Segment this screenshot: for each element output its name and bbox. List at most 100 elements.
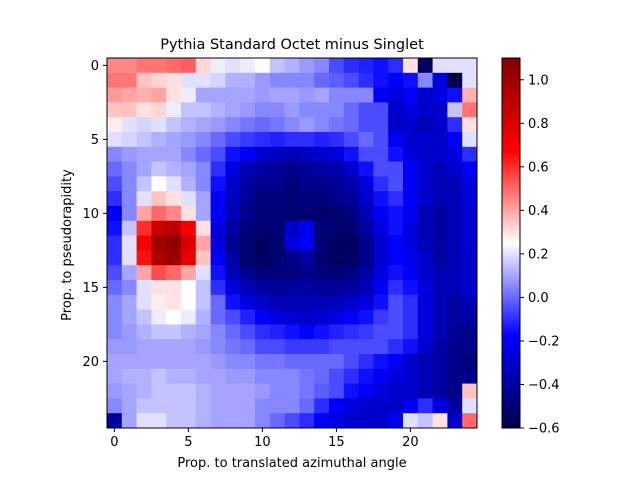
heatmap-cell (329, 87, 345, 103)
heatmap-cell (417, 339, 433, 355)
heatmap-cell (447, 339, 463, 355)
heatmap-cell (373, 220, 389, 236)
heatmap-cell (151, 132, 167, 148)
heatmap-cell (417, 191, 433, 207)
heatmap-cell (255, 250, 271, 266)
heatmap-cell (255, 161, 271, 177)
heatmap-cell (403, 354, 419, 370)
heatmap-cell (225, 146, 241, 162)
heatmap-cell (299, 206, 315, 222)
heatmap-cell (240, 413, 256, 429)
heatmap-cell (284, 324, 300, 340)
heatmap-cell (432, 324, 448, 340)
heatmap-cell (462, 413, 478, 429)
heatmap-cell (181, 309, 197, 325)
heatmap-cell (195, 354, 211, 370)
heatmap-cell (417, 206, 433, 222)
heatmap-cell (284, 102, 300, 118)
heatmap-cell (136, 146, 152, 162)
heatmap-cell (373, 294, 389, 310)
heatmap-cell (210, 146, 226, 162)
heatmap-cell (299, 117, 315, 133)
heatmap-cell (373, 87, 389, 103)
heatmap-cell (166, 206, 182, 222)
heatmap-cell (373, 280, 389, 296)
heatmap-cell (314, 339, 330, 355)
heatmap-cell (195, 206, 211, 222)
y-tick-label: 0 (91, 59, 99, 74)
heatmap-cell (195, 413, 211, 429)
heatmap-cell (151, 265, 167, 281)
heatmap-cell (373, 176, 389, 192)
heatmap-cell (447, 72, 463, 88)
heatmap-cell (269, 324, 285, 340)
heatmap-cell (107, 413, 123, 429)
heatmap-cell (166, 294, 182, 310)
heatmap-cell (432, 398, 448, 414)
heatmap-cell (269, 176, 285, 192)
heatmap-cell (343, 72, 359, 88)
heatmap-cell (225, 398, 241, 414)
heatmap-cell (299, 309, 315, 325)
heatmap-cell (329, 235, 345, 251)
heatmap-cell (225, 206, 241, 222)
heatmap-cell (284, 280, 300, 296)
heatmap-cell (166, 280, 182, 296)
heatmap-cell (269, 161, 285, 177)
heatmap-cell (417, 413, 433, 429)
heatmap-cell (417, 220, 433, 236)
heatmap-cell (373, 161, 389, 177)
heatmap-cell (343, 324, 359, 340)
heatmap-cell (462, 354, 478, 370)
heatmap-cell (121, 354, 137, 370)
heatmap-cell (299, 87, 315, 103)
heatmap-cell (269, 132, 285, 148)
heatmap-cell (358, 206, 374, 222)
heatmap-cell (432, 339, 448, 355)
heatmap-cell (432, 383, 448, 399)
heatmap-cell (432, 220, 448, 236)
heatmap-cell (225, 235, 241, 251)
heatmap-cell (210, 413, 226, 429)
heatmap-cell (210, 132, 226, 148)
heatmap-cell (240, 294, 256, 310)
heatmap-cell (388, 354, 404, 370)
heatmap-cell (225, 132, 241, 148)
heatmap-cell (447, 87, 463, 103)
heatmap-cell (462, 102, 478, 118)
heatmap-cell (284, 368, 300, 384)
heatmap-cell (462, 235, 478, 251)
colorbar (501, 57, 521, 429)
heatmap-cell (136, 102, 152, 118)
heatmap-cell (225, 87, 241, 103)
heatmap-cell (181, 206, 197, 222)
colorbar-tick-label: 0.2 (528, 247, 549, 262)
heatmap-cell (210, 265, 226, 281)
heatmap-cell (343, 102, 359, 118)
heatmap-cell (284, 339, 300, 355)
heatmap-cell (299, 132, 315, 148)
heatmap-cell (121, 235, 137, 251)
heatmap-cell (151, 176, 167, 192)
heatmap-cell (462, 398, 478, 414)
heatmap-cell (240, 206, 256, 222)
heatmap-cell (151, 250, 167, 266)
heatmap-cell (151, 72, 167, 88)
heatmap-cell (240, 176, 256, 192)
heatmap-cell (447, 324, 463, 340)
heatmap-cell (210, 368, 226, 384)
heatmap-cell (136, 161, 152, 177)
heatmap-cell (240, 280, 256, 296)
heatmap-cell (343, 280, 359, 296)
heatmap-cell (447, 368, 463, 384)
y-tick-label: 5 (91, 133, 99, 148)
heatmap-cell (447, 250, 463, 266)
heatmap-cell (166, 72, 182, 88)
heatmap-cell (462, 265, 478, 281)
heatmap-cell (225, 413, 241, 429)
colorbar-tick-label: −0.2 (528, 334, 560, 349)
heatmap-cell (447, 132, 463, 148)
plot-frame (106, 57, 478, 429)
heatmap-cell (225, 176, 241, 192)
colorbar-tick-label: −0.6 (528, 422, 560, 437)
